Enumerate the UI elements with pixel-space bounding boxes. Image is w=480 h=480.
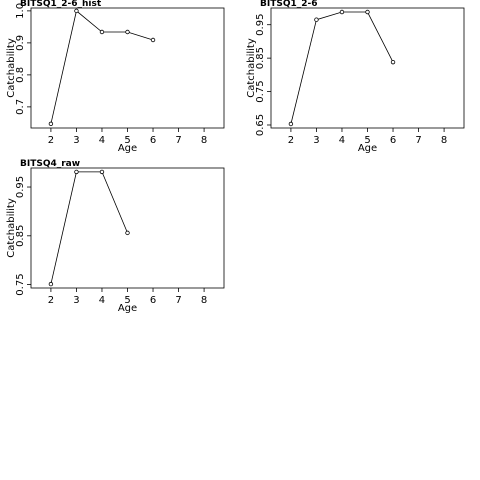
- x-tick-label: 8: [201, 295, 207, 306]
- plot-frame: [30, 167, 225, 289]
- y-tick-label: 0.95: [255, 14, 266, 36]
- plot-frame: [270, 7, 465, 129]
- y-tick-label: 0.85: [255, 47, 266, 69]
- point: [99, 29, 105, 35]
- y-axis-label: Catchability: [246, 38, 257, 98]
- point: [48, 121, 54, 127]
- panel-title: BITSQ1_2-6_hist: [20, 0, 102, 9]
- point: [48, 281, 54, 287]
- y-tick-label: 0.9: [15, 35, 26, 51]
- x-tick-label: 5: [124, 135, 130, 146]
- point: [288, 121, 294, 127]
- x-tick-label: 8: [441, 135, 447, 146]
- x-axis-label: Age: [118, 143, 137, 154]
- y-tick-label: 0.8: [15, 67, 26, 83]
- line: [50, 10, 154, 124]
- point: [150, 37, 156, 43]
- point: [125, 230, 130, 236]
- x-tick-label: 7: [175, 135, 181, 146]
- y-tick-label: 0.85: [15, 225, 26, 247]
- x-tick-label: 2: [48, 295, 54, 306]
- line: [50, 171, 128, 285]
- x-tick-label: 4: [339, 135, 345, 146]
- x-tick-label: 6: [150, 295, 156, 306]
- x-tick-label: 5: [364, 135, 370, 146]
- line: [290, 11, 394, 125]
- y-tick-label: 0.75: [15, 273, 26, 295]
- point: [365, 9, 370, 15]
- x-tick-label: 4: [99, 135, 105, 146]
- x-tick-label: 3: [73, 295, 79, 306]
- y-tick-label: 0.7: [15, 99, 26, 115]
- panel-title: BITSQ4_raw: [20, 159, 80, 169]
- x-tick-label: 3: [313, 135, 319, 146]
- y-axis-label: Catchability: [6, 198, 17, 258]
- point: [99, 169, 105, 175]
- x-tick-label: 4: [99, 295, 105, 306]
- y-tick-label: 1.0: [15, 3, 26, 19]
- y-tick-label: 0.75: [255, 80, 266, 102]
- x-tick-label: 6: [390, 135, 396, 146]
- x-tick-label: 7: [415, 135, 421, 146]
- point: [314, 17, 319, 22]
- x-tick-label: 3: [73, 135, 79, 146]
- point: [74, 8, 79, 14]
- point: [74, 169, 79, 175]
- x-axis-label: Age: [358, 143, 377, 154]
- x-tick-label: 7: [175, 295, 181, 306]
- x-tick-label: 8: [201, 135, 207, 146]
- x-tick-label: 2: [288, 135, 294, 146]
- point: [339, 9, 345, 15]
- x-tick-label: 6: [150, 135, 156, 146]
- point: [125, 29, 130, 35]
- plot-frame: [30, 7, 225, 129]
- x-axis-label: Age: [118, 303, 137, 314]
- x-tick-label: 2: [48, 135, 54, 146]
- panel-title: BITSQ1_2-6: [260, 0, 318, 9]
- y-axis-label: Catchability: [6, 38, 17, 98]
- point: [390, 59, 396, 65]
- y-tick-label: 0.65: [255, 114, 266, 136]
- y-tick-label: 0.95: [15, 176, 26, 198]
- x-tick-label: 5: [124, 295, 130, 306]
